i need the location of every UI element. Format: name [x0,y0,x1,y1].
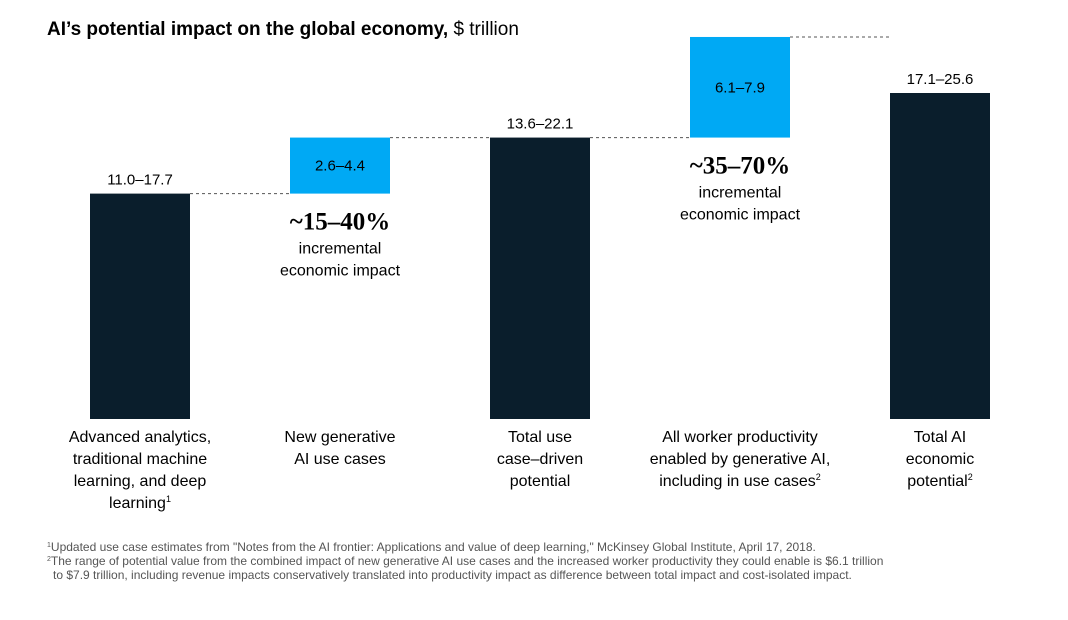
category-label: potential [510,473,571,490]
value-label: 6.1–7.9 [715,79,765,96]
category-label: All worker productivity [662,429,818,446]
impact-percent: ~15–40% [290,209,391,236]
footnote-ref: 2 [816,472,821,482]
footnote-2-continued: to $7.9 trillion, including revenue impa… [53,568,852,582]
chart-title-main: AI’s potential impact on the global econ… [47,19,449,40]
footnote-2-marker: 2 [47,556,51,563]
category-label: economic [906,451,974,468]
footnote-1-text: Updated use case estimates from "Notes f… [50,540,816,554]
footnote-2: 2The range of potential value from the c… [47,554,1037,568]
footnote-ref: 2 [968,472,973,482]
value-label: 13.6–22.1 [507,116,574,133]
footnotes: 1Updated use case estimates from "Notes … [47,540,1037,582]
footnote-ref: 1 [166,494,171,504]
bar-increment [690,36,790,138]
category-label: learning1 [109,494,171,512]
category-label: traditional machine [73,451,207,468]
impact-caption: incremental [299,241,382,258]
category-label: including in use cases2 [659,472,821,490]
value-label: 2.6–4.4 [315,158,365,175]
impact-caption: incremental [699,185,782,202]
category-label: New generative [284,429,395,446]
bar-increment [290,137,390,194]
chart-title-unit: $ trillion [453,19,519,40]
bar-total [90,193,190,419]
category-label: learning, and deep [74,473,207,490]
footnote-1: 1Updated use case estimates from "Notes … [47,540,1037,554]
category-label: enabled by generative AI, [650,451,831,468]
bar-total [490,137,590,419]
category-label: Total AI [914,429,966,446]
value-label: 17.1–25.6 [907,71,974,88]
category-label: Advanced analytics, [69,429,211,446]
footnote-1-marker: 1 [47,542,51,549]
impact-caption: economic impact [280,263,401,280]
impact-caption: economic impact [680,207,801,224]
category-label: AI use cases [294,451,386,468]
chart-title: AI’s potential impact on the global econ… [47,19,519,41]
category-label: potential2 [907,472,973,490]
footnote-2-text: The range of potential value from the co… [50,554,884,568]
category-label: case–driven [497,451,583,468]
bar-total [890,93,990,419]
category-label: Total use [508,429,572,446]
value-label: 11.0–17.7 [107,172,173,189]
impact-percent: ~35–70% [690,153,791,180]
